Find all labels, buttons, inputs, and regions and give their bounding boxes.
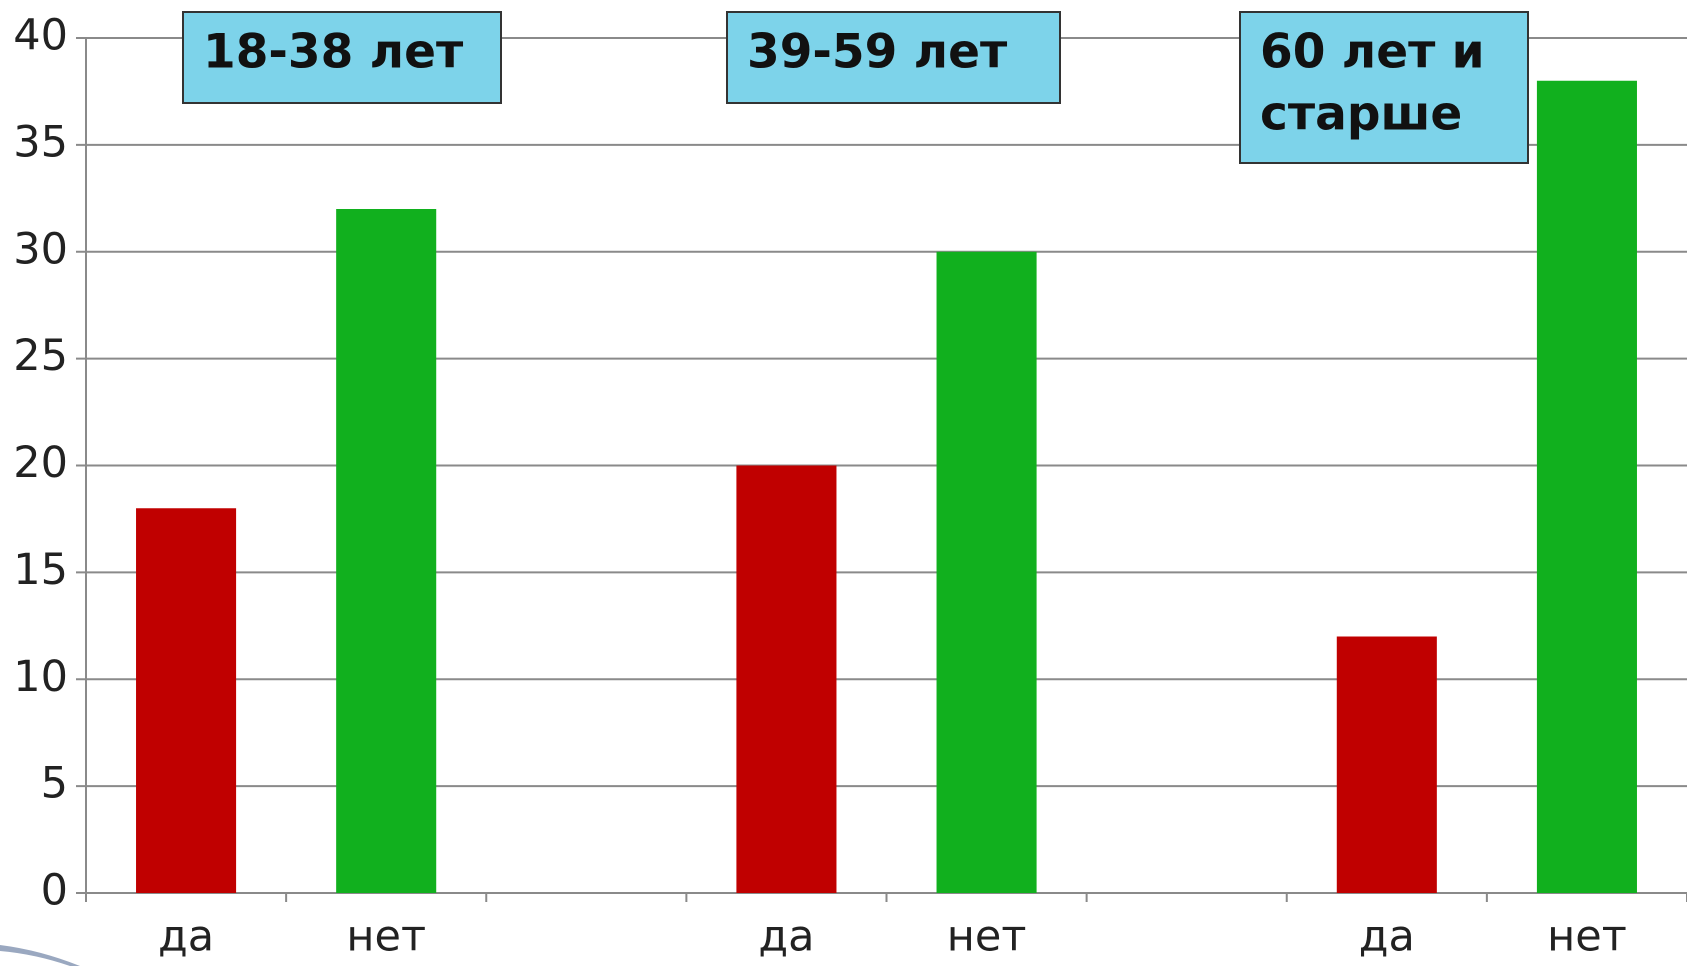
annotation-box: [182, 11, 502, 104]
x-tick-label: нет: [1547, 912, 1627, 962]
annotation-text: 39-59 лет: [747, 25, 1008, 80]
y-tick-label: 0: [41, 866, 68, 916]
annotation: 39-59 лет: [726, 11, 1061, 104]
annotation-box: [1239, 11, 1529, 164]
bar: [736, 465, 837, 893]
y-tick-label: 20: [13, 438, 68, 488]
y-tick-label: 35: [13, 117, 68, 167]
annotation-box: [726, 11, 1061, 104]
y-tick-label: 25: [13, 331, 68, 381]
bar: [936, 251, 1037, 893]
y-tick-label: 15: [13, 545, 68, 595]
x-tick-label: да: [1359, 912, 1415, 962]
x-tick-label: да: [158, 912, 214, 962]
bar: [336, 209, 437, 893]
annotation-text: 18-38 лет: [203, 25, 464, 80]
y-tick-label: 5: [41, 759, 68, 809]
bar: [1336, 636, 1437, 893]
annotation-text: старше: [1260, 87, 1462, 142]
x-tick-label: нет: [947, 912, 1027, 962]
bar: [136, 508, 237, 893]
y-tick-label: 30: [13, 224, 68, 274]
annotation: 18-38 лет: [182, 11, 502, 104]
decoration: [0, 945, 80, 966]
bar: [1536, 80, 1637, 893]
y-tick-label: 40: [13, 11, 68, 61]
x-tick-label: да: [758, 912, 814, 962]
y-tick-label: 10: [13, 652, 68, 702]
annotation-text: 60 лет и: [1260, 25, 1485, 80]
annotation: 60 лет и старше: [1239, 11, 1529, 164]
x-tick-label: нет: [346, 912, 426, 962]
